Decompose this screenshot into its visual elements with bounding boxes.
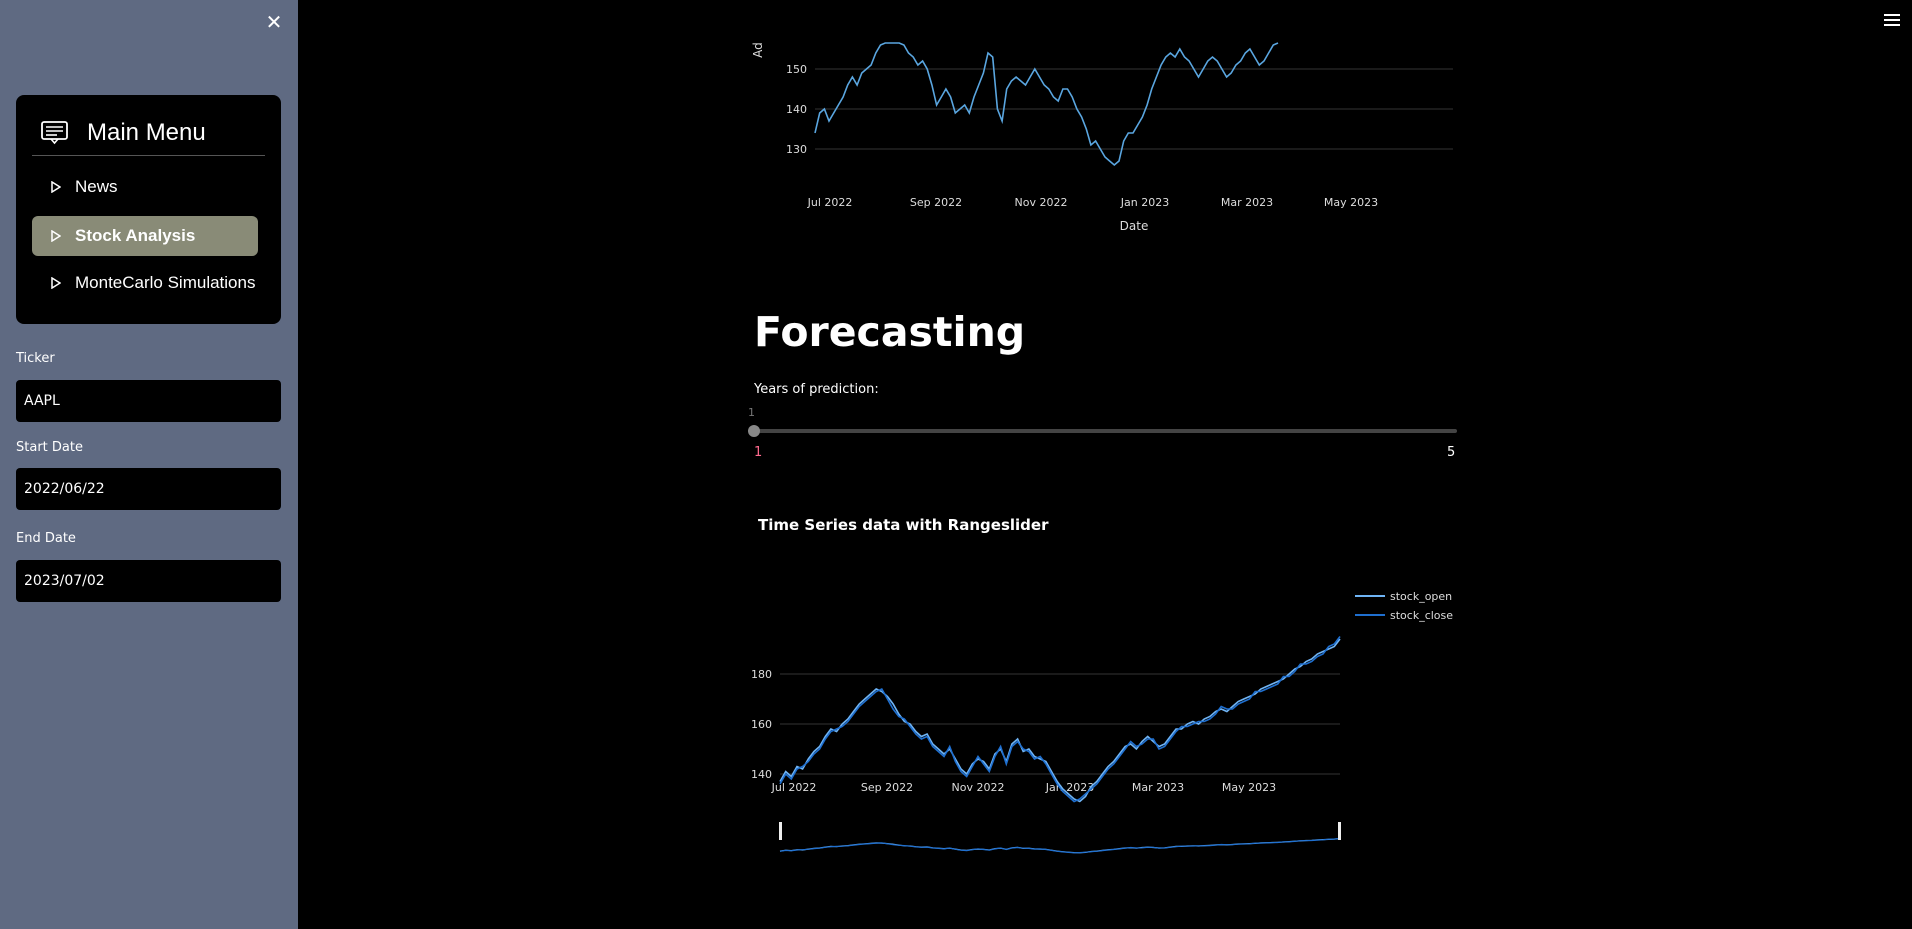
legend-label: stock_open bbox=[1390, 590, 1452, 603]
sidebar: ✕ Main Menu News Stock Analysis MonteCar… bbox=[0, 0, 298, 929]
page-title: Forecasting bbox=[754, 308, 1026, 356]
ticker-input[interactable] bbox=[16, 380, 281, 422]
main-menu-button[interactable] bbox=[1884, 14, 1900, 28]
y-tick-label: 140 bbox=[751, 768, 772, 781]
close-sidebar-button[interactable]: ✕ bbox=[264, 12, 284, 32]
adj-close-chart[interactable]: 130 140 150 Ad Jul 2022 Sep 2022 Nov 2022 Jan 2… bbox=[740, 0, 1460, 240]
y-tick-label: 140 bbox=[786, 103, 807, 116]
legend-label: stock_close bbox=[1390, 609, 1453, 622]
series-line-stock_close bbox=[779, 636, 1341, 803]
x-tick-label: Jul 2022 bbox=[807, 196, 853, 209]
x-tick-label: Nov 2022 bbox=[952, 781, 1005, 794]
series-line-adj-close bbox=[814, 42, 1279, 167]
years-slider-thumb[interactable] bbox=[748, 425, 760, 437]
y-axis-label: Ad bbox=[751, 42, 765, 58]
y-tick-label: 180 bbox=[751, 668, 772, 681]
menu-item-label: Stock Analysis bbox=[75, 226, 196, 245]
rangeslider-line-stock_close bbox=[779, 837, 1341, 854]
menu-item-stock-analysis[interactable]: Stock Analysis bbox=[32, 216, 258, 256]
play-icon bbox=[51, 181, 61, 193]
close-icon: ✕ bbox=[265, 10, 283, 34]
start-date-input[interactable] bbox=[16, 468, 281, 510]
y-tick-label: 160 bbox=[751, 718, 772, 731]
slider-max-label: 5 bbox=[1447, 445, 1456, 460]
y-tick-label: 130 bbox=[786, 143, 807, 156]
x-tick-label: May 2023 bbox=[1222, 781, 1276, 794]
menu-item-label: MonteCarlo Simulations bbox=[75, 273, 256, 292]
y-tick-label: 150 bbox=[786, 63, 807, 76]
menu-divider bbox=[32, 155, 265, 156]
menu-title: Main Menu bbox=[87, 119, 206, 146]
menu-item-news[interactable]: News bbox=[32, 167, 258, 207]
rangeslider-handle-right bbox=[1338, 822, 1341, 840]
hamburger-icon-bar bbox=[1884, 19, 1900, 21]
menu-card-icon bbox=[41, 121, 68, 145]
end-date-input[interactable] bbox=[16, 560, 281, 602]
series-line-stock_open bbox=[779, 638, 1341, 803]
ticker-label: Ticker bbox=[16, 351, 55, 366]
main-menu-card: Main Menu News Stock Analysis MonteCarlo… bbox=[16, 95, 281, 324]
play-icon bbox=[51, 230, 61, 242]
end-date-label: End Date bbox=[16, 531, 76, 546]
slider-current-value: 1 bbox=[748, 406, 755, 419]
x-tick-label: May 2023 bbox=[1324, 196, 1378, 209]
x-tick-label: Mar 2023 bbox=[1132, 781, 1184, 794]
x-tick-label: Sep 2022 bbox=[861, 781, 913, 794]
start-date-label: Start Date bbox=[16, 440, 83, 455]
x-tick-label: Mar 2023 bbox=[1221, 196, 1273, 209]
menu-item-label: News bbox=[75, 177, 118, 196]
hamburger-icon-bar bbox=[1884, 14, 1900, 16]
rangeslider-line-stock_open bbox=[779, 837, 1341, 854]
menu-item-montecarlo[interactable]: MonteCarlo Simulations bbox=[32, 263, 258, 303]
play-icon bbox=[51, 277, 61, 289]
years-slider-track[interactable] bbox=[754, 429, 1457, 433]
menu-header: Main Menu bbox=[41, 113, 206, 153]
x-tick-label: Jan 2023 bbox=[1120, 196, 1169, 209]
x-tick-label: Sep 2022 bbox=[910, 196, 962, 209]
slider-min-label: 1 bbox=[754, 445, 763, 460]
x-tick-label: Nov 2022 bbox=[1015, 196, 1068, 209]
hamburger-icon-bar bbox=[1884, 24, 1900, 26]
rangeslider-handle-left bbox=[779, 822, 782, 840]
chart-title: Time Series data with Rangeslider bbox=[758, 516, 1049, 534]
slider-label: Years of prediction: bbox=[754, 382, 879, 397]
x-tick-label: Jul 2022 bbox=[771, 781, 817, 794]
x-axis-label: Date bbox=[1120, 219, 1149, 233]
